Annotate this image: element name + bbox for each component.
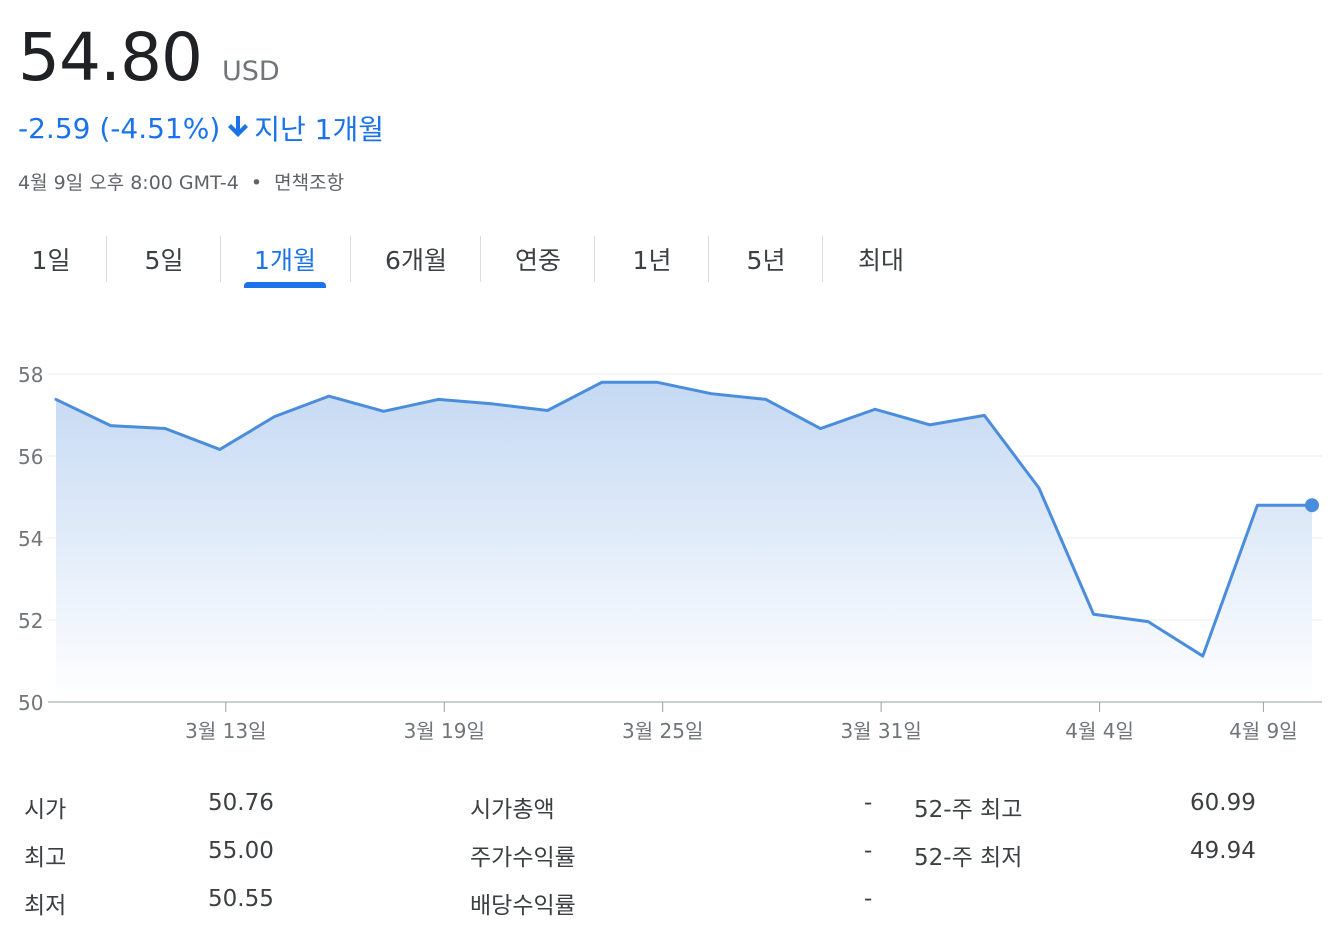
y-tick-label: 56: [18, 445, 43, 469]
active-tab-indicator: [244, 282, 326, 288]
quote-timestamp: 4월 9일 오후 8:00 GMT-4: [18, 172, 239, 194]
tab-6m[interactable]: 6개월: [385, 246, 447, 275]
y-tick-label: 52: [18, 609, 43, 633]
stat-value-low: 50.55: [208, 886, 274, 912]
data-point: [382, 409, 386, 413]
data-point: [272, 415, 276, 419]
data-point: [545, 408, 549, 412]
range-tabs: 1일 5일 1개월 6개월 연중 1년 5년 최대: [0, 236, 940, 292]
data-point: [218, 447, 222, 451]
stat-label-market-cap: 시가총액: [470, 797, 555, 823]
data-point: [436, 397, 440, 401]
price-header: 54.80 USD: [18, 18, 280, 98]
stat-label-pe-ratio: 주가수익률: [470, 845, 576, 871]
stat-label-low: 최저: [24, 893, 67, 919]
stat-value-dividend-yield: -: [864, 886, 873, 912]
stats-row: 시가 50.76 시가총액 - 52-주 최고 60.99: [0, 790, 1334, 838]
tab-divider: [106, 236, 107, 282]
stat-value-open: 50.76: [208, 790, 274, 816]
x-tick-label: 3월 31일: [840, 719, 921, 743]
data-point: [327, 394, 331, 398]
change-value: -2.59 (-4.51%): [18, 111, 221, 145]
data-point: [163, 427, 167, 431]
stat-value-high: 55.00: [208, 838, 274, 864]
arrow-down-icon: [228, 112, 249, 145]
data-point: [819, 427, 823, 431]
price-line: [54, 380, 1314, 658]
data-point: [600, 380, 604, 384]
x-tick-label: 3월 19일: [404, 719, 485, 743]
data-point: [1255, 503, 1259, 507]
stat-label-dividend-yield: 배당수익률: [470, 893, 576, 919]
stat-value-52w-high: 60.99: [1190, 790, 1256, 816]
stat-label-high: 최고: [24, 845, 67, 871]
tab-1y[interactable]: 1년: [632, 246, 672, 275]
data-point: [1037, 486, 1041, 490]
quote-meta: 4월 9일 오후 8:00 GMT-4 • 면책조항: [18, 168, 344, 195]
tab-divider: [822, 236, 823, 282]
separator-dot: •: [250, 172, 263, 194]
data-point: [109, 424, 113, 428]
data-point: [709, 392, 713, 396]
stat-label-52w-high: 52-주 최고: [914, 797, 1023, 823]
data-point: [928, 423, 932, 427]
data-point: [764, 397, 768, 401]
change-period: 지난 1개월: [254, 113, 385, 146]
y-tick-label: 54: [18, 527, 43, 551]
data-point: [982, 413, 986, 417]
tab-divider: [220, 236, 221, 282]
tab-divider: [350, 236, 351, 282]
data-point: [1201, 654, 1205, 658]
price-chart[interactable]: 58 56 54 52 50 3월 13일 3월 19일 3월 25일 3월 31일 4월 4일 4…: [0, 340, 1334, 750]
stat-value-pe-ratio: -: [864, 838, 873, 864]
last-point-marker: [1305, 498, 1319, 513]
tab-5d[interactable]: 5일: [144, 246, 184, 275]
data-point: [655, 380, 659, 384]
x-tick-label: 4월 4일: [1065, 719, 1134, 743]
tab-5y[interactable]: 5년: [746, 246, 786, 275]
tab-divider: [708, 236, 709, 282]
data-point: [873, 407, 877, 411]
data-point: [1146, 620, 1150, 624]
data-point: [1092, 612, 1096, 616]
stats-row: 최저 50.55 배당수익률 -: [0, 886, 1334, 934]
y-tick-label: 58: [18, 363, 43, 387]
price-change: -2.59 (-4.51%) 지난 1개월: [18, 108, 384, 148]
disclaimer-link[interactable]: 면책조항: [274, 172, 345, 194]
data-point: [54, 397, 58, 401]
data-point: [491, 402, 495, 406]
current-price: 54.80: [18, 19, 203, 96]
stat-value-market-cap: -: [864, 790, 873, 816]
stat-label-52w-low: 52-주 최저: [914, 845, 1023, 871]
tab-divider: [480, 236, 481, 282]
x-tick-label: 3월 25일: [622, 719, 703, 743]
y-tick-label: 50: [18, 691, 43, 715]
area-fill: [56, 382, 1312, 702]
tab-divider: [594, 236, 595, 282]
currency-label: USD: [221, 56, 280, 87]
tab-max[interactable]: 최대: [857, 246, 904, 275]
tab-1m[interactable]: 1개월: [254, 246, 316, 275]
tab-1d[interactable]: 1일: [31, 246, 71, 275]
tab-ytd[interactable]: 연중: [514, 246, 561, 275]
x-tick-label: 4월 9일: [1229, 719, 1298, 743]
stat-label-open: 시가: [24, 797, 67, 823]
x-tick-label: 3월 13일: [185, 719, 266, 743]
stat-value-52w-low: 49.94: [1190, 838, 1256, 864]
stats-row: 최고 55.00 주가수익률 - 52-주 최저 49.94: [0, 838, 1334, 886]
